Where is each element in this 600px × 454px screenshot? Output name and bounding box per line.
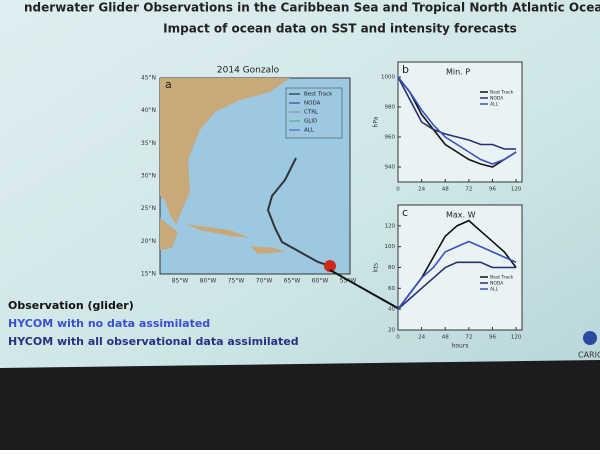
series-line [397,76,517,165]
lat-label: 45°N [141,75,156,82]
series-line [397,76,517,168]
legend-label: Best Track [490,275,514,281]
x-tick-label: 24 [418,187,425,193]
legend-label: Best Track [304,92,333,98]
chart-title: Max. W [446,211,476,220]
slide-title: nderwater Glider Observations in the Car… [24,1,600,15]
plot-frame [397,61,523,183]
y-tick-label: 20 [388,328,395,334]
map-title: 2014 Gonzalo [217,66,280,76]
lon-label: 55°W [340,278,357,285]
slide-subtitle: Impact of ocean data on SST and intensit… [163,22,517,36]
legend-label: Best Track [490,90,514,96]
x-tick-label: 96 [489,187,496,193]
storm-track [266,157,331,267]
y-tick-label: 980 [385,105,396,111]
lon-label: 65°W [284,278,301,285]
x-tick-label: 0 [396,335,400,341]
north-america-land [160,78,290,225]
legend-label: NODA [304,101,321,107]
lon-label: 60°W [312,278,329,285]
x-tick-label: 48 [442,187,449,193]
logo-icon [583,331,597,345]
y-tick-label: 40 [388,307,395,313]
legend-label: ALL [490,287,499,293]
lon-label: 70°W [256,278,273,285]
series-line [397,240,517,310]
panel-label: b [402,63,409,76]
legend-label: ALL [304,128,315,134]
lat-label: 40°N [141,107,156,114]
legend-label: ALL [490,102,499,108]
lat-label: 25°N [141,205,156,212]
obs-legend: Observation (glider) [8,299,134,312]
x-axis-label: hours [452,343,469,350]
glider-location [324,260,336,272]
lon-label: 85°W [172,278,189,285]
x-tick-label: 48 [442,335,449,341]
pointer-arrow [329,269,411,316]
legend-label: NODA [490,96,504,102]
panel-label: c [402,206,408,219]
legend-label: NODA [490,281,504,287]
y-tick-label: 100 [385,244,396,250]
y-tick-label: 940 [385,165,396,171]
y-tick-label: 960 [385,135,396,141]
lat-label: 30°N [141,173,156,180]
chart-title: Min. P [446,68,470,77]
y-axis-label: kts [373,263,380,272]
series-line [397,76,517,150]
y-tick-label: 80 [388,265,395,271]
all-legend: HYCOM with all observational data assimi… [8,335,299,348]
x-tick-label: 24 [418,335,425,341]
legend-label: GLID [304,119,317,125]
x-tick-label: 72 [465,187,472,193]
y-tick-label: 120 [385,223,396,229]
x-tick-label: 120 [511,187,522,193]
series-line [397,261,517,310]
noda-legend: HYCOM with no data assimilated [8,317,210,330]
caribbean-land [160,218,285,254]
legend-label: CTRL [304,110,319,116]
panel-label: a [165,78,172,91]
x-tick-label: 96 [489,335,496,341]
y-tick-label: 1000 [381,75,395,81]
lat-label: 15°N [141,271,156,278]
lat-label: 20°N [141,238,156,245]
lon-label: 80°W [200,278,217,285]
y-tick-label: 60 [388,286,395,292]
x-tick-label: 0 [396,187,400,193]
x-tick-label: 120 [511,335,522,341]
logo-text: CARICO [578,351,600,360]
x-tick-label: 72 [465,335,472,341]
y-axis-label: hPa [373,116,380,127]
lat-label: 35°N [141,140,156,147]
lon-label: 75°W [228,278,245,285]
